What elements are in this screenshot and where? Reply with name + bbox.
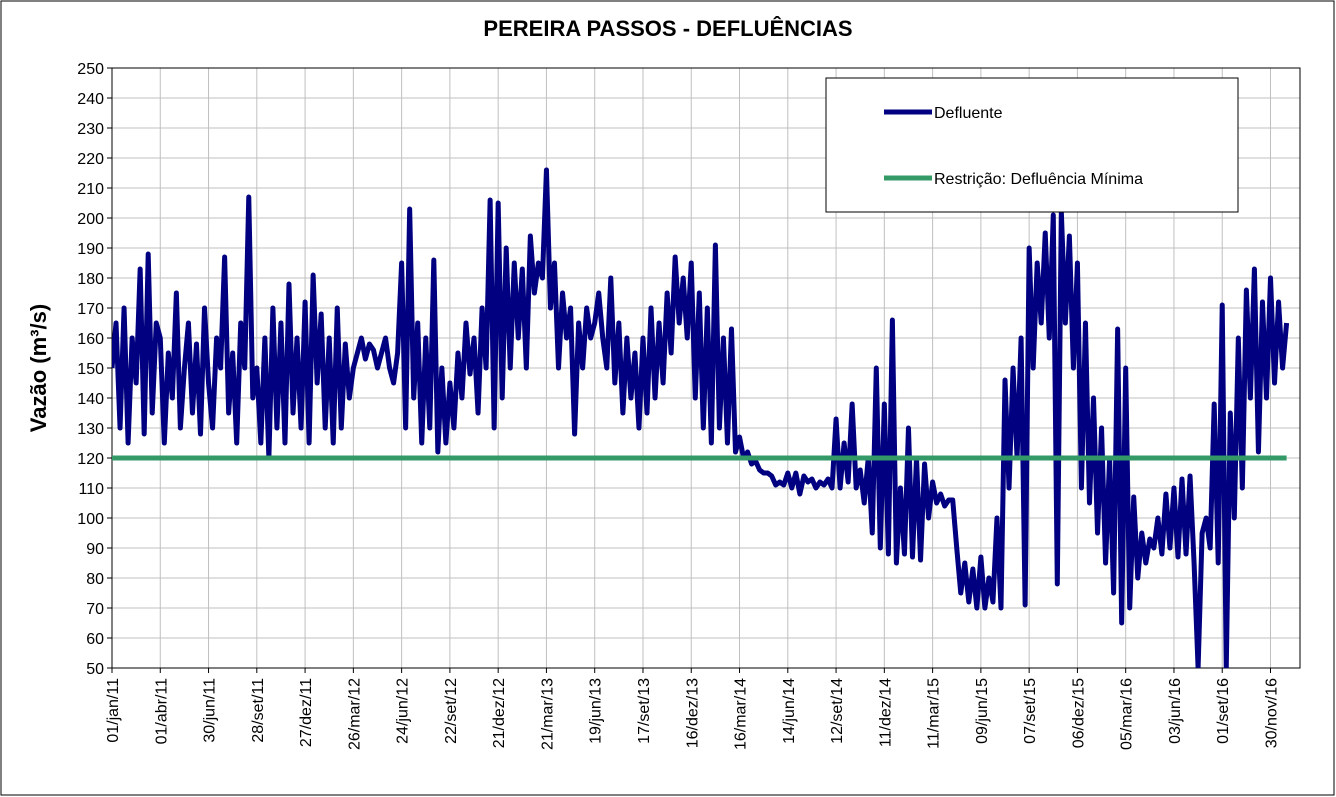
x-tick-label: 24/jun/12	[395, 678, 412, 744]
y-tick-label: 140	[77, 391, 104, 408]
x-tick-label: 21/mar/13	[539, 678, 556, 750]
legend-label: Restrição: Defluência Mínima	[934, 171, 1143, 188]
chart-title: PEREIRA PASSOS - DEFLUÊNCIAS	[483, 16, 852, 41]
y-tick-label: 160	[77, 331, 104, 348]
data-line	[112, 167, 1290, 668]
y-tick-label: 150	[77, 361, 104, 378]
y-tick-label: 130	[77, 421, 104, 438]
x-tick-label: 05/mar/16	[1119, 678, 1136, 750]
x-tick-label: 03/jun/16	[1167, 678, 1184, 744]
y-tick-label: 110	[78, 481, 104, 498]
x-tick-label: 21/dez/12	[491, 678, 508, 748]
y-tick-label: 100	[77, 511, 104, 528]
y-tick-label: 170	[77, 301, 104, 318]
x-tick-label: 26/mar/12	[346, 678, 363, 750]
x-tick-label: 11/dez/14	[877, 678, 894, 747]
legend-box	[825, 77, 1239, 213]
x-tick-label: 12/set/14	[829, 678, 846, 744]
x-tick-label: 14/jun/14	[781, 678, 798, 744]
x-tick-label: 01/jan/11	[105, 678, 122, 743]
x-tick-label: 07/set/15	[1022, 678, 1039, 744]
y-tick-label: 80	[86, 571, 104, 588]
y-axis-label: Vazão (m³/s)	[26, 304, 51, 432]
y-tick-label: 210	[77, 181, 104, 198]
x-tick-label: 19/jun/13	[588, 678, 605, 744]
y-tick-label: 50	[86, 661, 104, 678]
x-tick-label: 30/jun/11	[202, 678, 219, 743]
y-tick-label: 180	[77, 271, 104, 288]
x-tick-label: 22/set/12	[443, 678, 460, 744]
y-tick-label: 60	[86, 631, 104, 648]
x-tick-label: 17/set/13	[636, 678, 653, 744]
legend-label: Defluente	[934, 105, 1003, 122]
y-tick-label: 70	[86, 601, 104, 618]
x-tick-label: 27/dez/11	[298, 678, 315, 747]
x-tick-label: 30/nov/16	[1264, 678, 1281, 748]
y-tick-label: 250	[77, 61, 104, 78]
x-tick-label: 01/set/16	[1215, 678, 1232, 744]
y-tick-label: 230	[77, 121, 104, 138]
y-tick-label: 120	[77, 451, 104, 468]
y-tick-label: 200	[77, 211, 104, 228]
x-tick-label: 11/mar/15	[926, 678, 943, 749]
x-tick-label: 01/abr/11	[153, 678, 170, 745]
x-tick-label: 09/jun/15	[974, 678, 991, 744]
y-tick-label: 190	[77, 241, 104, 258]
x-tick-label: 16/mar/14	[733, 678, 750, 750]
x-tick-label: 16/dez/13	[684, 678, 701, 748]
y-tick-label: 220	[77, 151, 104, 168]
x-tick-label: 28/set/11	[250, 678, 267, 743]
y-tick-label: 240	[77, 91, 104, 108]
y-tick-label: 90	[86, 541, 104, 558]
x-tick-label: 06/dez/15	[1070, 678, 1087, 748]
